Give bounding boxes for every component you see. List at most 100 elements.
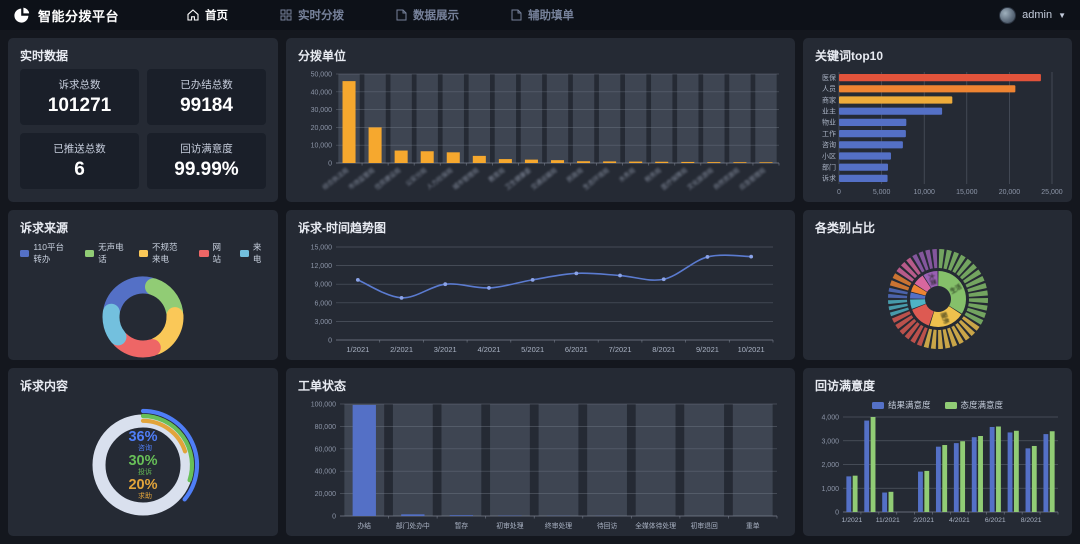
panel-title-categories: 各类别占比 — [815, 221, 876, 235]
pie-logo-icon — [14, 7, 30, 23]
user-menu[interactable]: admin ▼ — [999, 6, 1066, 24]
svg-text:4,000: 4,000 — [821, 415, 839, 422]
svg-text:1/2021: 1/2021 — [842, 517, 863, 524]
legend-swatch — [871, 401, 884, 409]
stats-grid: 诉求总数 101271 已办结总数 99184 已推送总数 6 回访满意度 99… — [20, 69, 266, 189]
svg-text:终审处理: 终审处理 — [545, 521, 572, 530]
nav-item-data-display[interactable]: 数据展示 — [370, 0, 485, 30]
stat-value: 99184 — [180, 95, 233, 116]
svg-text:水务局: 水务局 — [617, 166, 637, 184]
dashboard-grid: 实时数据 诉求总数 101271 已办结总数 99184 已推送总数 6 回访满… — [0, 30, 1080, 544]
document-icon — [396, 9, 407, 21]
svg-text:7/2021: 7/2021 — [609, 345, 632, 354]
legend-item[interactable]: 结果满意度 — [871, 399, 931, 411]
svg-text:8/2021: 8/2021 — [1021, 517, 1042, 524]
svg-text:1/2021: 1/2021 — [346, 345, 369, 354]
stat-label: 诉求总数 — [58, 79, 101, 91]
panel-title-content: 诉求内容 — [20, 379, 69, 393]
svg-text:20,000: 20,000 — [315, 491, 337, 498]
panel-request-content: 诉求内容 36% 咨询 30% 投诉 20% 求助 — [8, 368, 278, 536]
svg-text:25,000: 25,000 — [1041, 189, 1063, 196]
nav-label-data-display: 数据展示 — [413, 10, 460, 22]
svg-text:15,000: 15,000 — [311, 245, 333, 252]
sources-legend: 110平台转办 无声电话 不规范来电 网站 来电 — [20, 241, 266, 265]
svg-text:11/2021: 11/2021 — [876, 517, 900, 524]
nav-item-realtime-dispatch[interactable]: 实时分拨 — [254, 0, 370, 30]
legend-label: 来电 — [252, 242, 262, 264]
svg-text:0: 0 — [328, 161, 332, 168]
svg-text:市场监管局: 市场监管局 — [347, 166, 376, 191]
stat-card-completed: 已办结总数 99184 — [147, 69, 266, 125]
satisfaction-legend: 结果满意度 态度满意度 — [815, 399, 1060, 411]
svg-text:8/2021: 8/2021 — [652, 345, 675, 354]
panel-dispatch-units: 分拨单位 0 10,000 20,000 30,000 40,000 50,000 综合执法… — [286, 38, 795, 202]
svg-text:医疗保障局: 医疗保障局 — [660, 166, 689, 191]
svg-text:办结: 办结 — [357, 521, 371, 530]
svg-text:80,000: 80,000 — [315, 424, 337, 431]
svg-text:10,000: 10,000 — [311, 143, 333, 150]
document-icon — [511, 9, 522, 21]
grid-icon — [280, 9, 292, 21]
user-name: admin — [1022, 9, 1053, 21]
svg-text:15,000: 15,000 — [956, 189, 978, 196]
svg-text:商家: 商家 — [822, 95, 836, 104]
legend-item[interactable]: 无声电话 — [84, 241, 125, 265]
svg-text:5/2021: 5/2021 — [521, 345, 544, 354]
svg-text:教育局: 教育局 — [487, 166, 507, 184]
svg-text:4/2021: 4/2021 — [477, 345, 500, 354]
panel-work-status: 工单状态 0 20,000 40,000 60,000 80,000 100,000 办结 部… — [286, 368, 795, 536]
legend-swatch — [20, 249, 30, 257]
svg-text:0: 0 — [837, 189, 841, 196]
stat-label: 回访满意度 — [180, 143, 233, 155]
svg-text:0: 0 — [835, 510, 839, 517]
svg-text:10,000: 10,000 — [913, 189, 935, 196]
panel-category-share: 各类别占比 生活 服务 大类 — [803, 210, 1072, 360]
svg-text:城市管理局: 城市管理局 — [451, 166, 480, 191]
legend-swatch — [239, 249, 249, 257]
svg-text:医保: 医保 — [822, 73, 836, 82]
legend-item[interactable]: 网站 — [199, 241, 225, 265]
svg-text:0: 0 — [332, 514, 336, 521]
legend-label: 不规范来电 — [152, 242, 178, 264]
svg-text:10/2021: 10/2021 — [738, 345, 765, 354]
legend-item[interactable]: 不规范来电 — [138, 241, 186, 265]
svg-text:3,000: 3,000 — [821, 438, 839, 445]
legend-item[interactable]: 态度满意度 — [944, 399, 1003, 411]
panel-title-dispatch-units: 分拨单位 — [298, 49, 347, 63]
svg-text:30%: 30% — [128, 453, 157, 469]
svg-text:5,000: 5,000 — [873, 189, 891, 196]
nav-item-home[interactable]: 首页 — [161, 0, 254, 30]
stat-card-pushed: 已推送总数 6 — [20, 133, 139, 189]
svg-text:初审退回: 初审退回 — [691, 521, 718, 530]
panel-title-keywords: 关键词top10 — [815, 49, 884, 63]
svg-text:20,000: 20,000 — [999, 189, 1021, 196]
nav-item-assist-form[interactable]: 辅助填单 — [485, 0, 600, 30]
stat-label: 已办结总数 — [180, 79, 233, 91]
svg-text:3,000: 3,000 — [314, 319, 332, 326]
svg-text:初审处理: 初审处理 — [496, 521, 523, 530]
request-sources-donut-chart — [20, 267, 266, 360]
svg-text:大类: 大类 — [926, 272, 937, 287]
legend-item[interactable]: 110平台转办 — [20, 241, 71, 265]
legend-swatch — [199, 249, 209, 257]
keywords-top10-bar-chart: 0 5,000 10,000 15,000 20,000 25,000 医保 人员 商家 业主 物业… — [815, 69, 1063, 197]
svg-text:民政局: 民政局 — [565, 166, 585, 184]
legend-item[interactable]: 来电 — [239, 241, 266, 265]
svg-text:税务局: 税务局 — [643, 166, 663, 184]
svg-text:2/2021: 2/2021 — [390, 345, 413, 354]
svg-text:36%: 36% — [128, 429, 157, 445]
svg-text:40,000: 40,000 — [315, 469, 337, 476]
svg-text:卫生健康委: 卫生健康委 — [503, 166, 532, 191]
svg-text:3/2021: 3/2021 — [434, 345, 457, 354]
svg-text:1,000: 1,000 — [821, 486, 839, 493]
panel-title-sources: 诉求来源 — [20, 221, 69, 235]
svg-text:0: 0 — [328, 338, 332, 345]
svg-text:物业: 物业 — [822, 118, 836, 127]
user-avatar[interactable] — [999, 6, 1017, 24]
svg-text:文化旅游局: 文化旅游局 — [686, 166, 715, 191]
nav-label-realtime-dispatch: 实时分拨 — [298, 10, 345, 22]
svg-text:9,000: 9,000 — [314, 282, 332, 289]
panel-title-realtime: 实时数据 — [20, 49, 69, 63]
panel-title-work-status: 工单状态 — [298, 379, 347, 393]
svg-text:咨询: 咨询 — [138, 443, 152, 452]
